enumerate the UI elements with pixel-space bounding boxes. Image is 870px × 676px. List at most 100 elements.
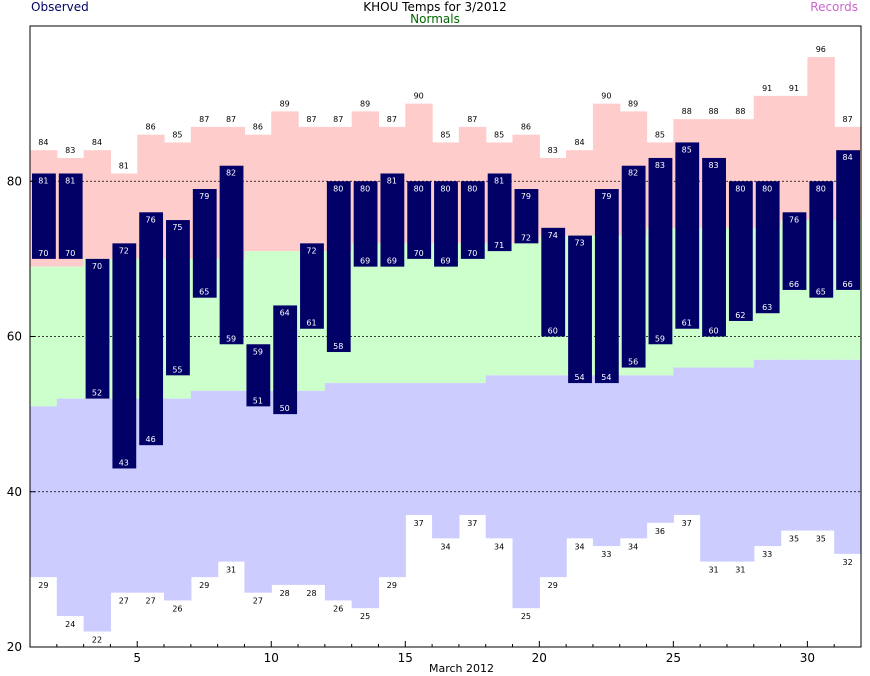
record-low-label: 28 bbox=[306, 589, 316, 598]
observed-bar bbox=[809, 181, 834, 298]
observed-bar bbox=[836, 150, 860, 290]
record-high-band bbox=[244, 134, 272, 252]
y-tick-label: 60 bbox=[7, 330, 22, 344]
observed-high-label: 80 bbox=[762, 184, 772, 193]
record-high-band bbox=[83, 150, 112, 259]
observed-low-label: 59 bbox=[226, 334, 236, 343]
observed-bar bbox=[568, 235, 592, 384]
record-high-label: 96 bbox=[816, 45, 826, 54]
record-low-label: 37 bbox=[467, 519, 477, 528]
record-low-band bbox=[458, 383, 487, 516]
observed-high-label: 85 bbox=[682, 145, 692, 154]
observed-low-label: 52 bbox=[92, 389, 102, 398]
record-low-label: 36 bbox=[655, 527, 665, 536]
record-low-label: 34 bbox=[440, 542, 450, 551]
record-low-band bbox=[271, 390, 299, 585]
observed-high-label: 64 bbox=[280, 308, 290, 317]
record-high-label: 86 bbox=[146, 123, 156, 132]
record-low-band bbox=[673, 367, 701, 516]
record-low-label: 37 bbox=[414, 519, 424, 528]
record-high-label: 87 bbox=[333, 115, 343, 124]
observed-bar bbox=[541, 227, 566, 337]
record-high-label: 85 bbox=[172, 130, 182, 139]
chart-title: KHOU Temps for 3/2012 bbox=[363, 0, 507, 14]
record-low-label: 27 bbox=[146, 597, 156, 606]
record-low-label: 35 bbox=[816, 535, 826, 544]
record-low-label: 22 bbox=[92, 635, 102, 644]
x-tick-label: 10 bbox=[264, 651, 279, 665]
x-axis-label: March 2012 bbox=[429, 662, 494, 675]
observed-bar bbox=[353, 181, 378, 267]
observed-high-label: 80 bbox=[333, 184, 343, 193]
record-low-label: 29 bbox=[387, 581, 397, 590]
observed-bar bbox=[380, 173, 405, 267]
observed-bar bbox=[300, 243, 324, 329]
observed-bar bbox=[407, 181, 432, 259]
record-low-band bbox=[405, 383, 433, 516]
record-low-band bbox=[619, 375, 648, 539]
observed-bar bbox=[32, 173, 56, 259]
observed-low-label: 65 bbox=[816, 288, 826, 297]
record-low-band bbox=[807, 359, 835, 531]
record-low-label: 29 bbox=[38, 581, 48, 590]
record-high-label: 86 bbox=[253, 123, 263, 132]
observed-high-label: 72 bbox=[119, 246, 129, 255]
observed-high-label: 80 bbox=[467, 184, 477, 193]
observed-low-label: 66 bbox=[843, 280, 853, 289]
observed-bar bbox=[166, 220, 190, 376]
record-low-band bbox=[217, 390, 246, 562]
observed-bar bbox=[648, 157, 673, 345]
record-high-label: 84 bbox=[38, 138, 48, 147]
observed-low-label: 70 bbox=[467, 249, 477, 258]
observed-high-label: 75 bbox=[172, 223, 182, 232]
record-low-band bbox=[834, 359, 862, 554]
observed-bar bbox=[487, 173, 512, 252]
normal-range-band bbox=[485, 243, 514, 376]
record-high-label: 86 bbox=[521, 123, 531, 132]
record-low-label: 34 bbox=[494, 542, 504, 551]
record-low-label: 29 bbox=[548, 581, 558, 590]
observed-high-label: 81 bbox=[65, 176, 75, 185]
observed-bar bbox=[112, 243, 137, 469]
record-high-label: 90 bbox=[601, 92, 611, 101]
record-high-label: 90 bbox=[414, 92, 424, 101]
record-low-label: 25 bbox=[360, 612, 370, 621]
record-high-label: 85 bbox=[440, 130, 450, 139]
record-low-label: 34 bbox=[628, 542, 638, 551]
observed-high-label: 84 bbox=[843, 153, 853, 162]
observed-low-label: 69 bbox=[360, 257, 370, 266]
record-low-band bbox=[432, 383, 460, 539]
observed-high-label: 80 bbox=[440, 184, 450, 193]
record-low-band bbox=[190, 390, 219, 578]
record-low-label: 26 bbox=[172, 604, 182, 613]
observed-bar bbox=[514, 189, 539, 244]
record-low-band bbox=[164, 398, 192, 601]
record-high-label: 85 bbox=[494, 130, 504, 139]
record-low-label: 28 bbox=[280, 589, 290, 598]
y-tick-label: 80 bbox=[7, 174, 22, 188]
record-low-band bbox=[780, 359, 808, 531]
x-tick-label: 5 bbox=[133, 651, 141, 665]
observed-low-label: 61 bbox=[682, 319, 692, 328]
observed-bar bbox=[594, 189, 619, 384]
records-legend-label: Records bbox=[810, 0, 858, 14]
record-low-label: 33 bbox=[601, 550, 611, 559]
observed-low-label: 70 bbox=[414, 249, 424, 258]
observed-high-label: 80 bbox=[735, 184, 745, 193]
x-tick-label: 25 bbox=[666, 651, 681, 665]
observed-high-label: 80 bbox=[816, 184, 826, 193]
observed-bar bbox=[139, 212, 164, 446]
record-high-label: 91 bbox=[762, 84, 772, 93]
observed-low-label: 62 bbox=[735, 311, 745, 320]
observed-high-label: 82 bbox=[628, 169, 638, 178]
observed-low-label: 46 bbox=[146, 435, 156, 444]
record-low-band bbox=[485, 375, 514, 539]
x-tick-label: 20 bbox=[532, 651, 547, 665]
record-high-label: 87 bbox=[843, 115, 853, 124]
observed-high-label: 76 bbox=[146, 215, 156, 224]
record-low-band bbox=[726, 367, 755, 562]
record-low-label: 35 bbox=[789, 535, 799, 544]
observed-low-label: 51 bbox=[253, 396, 263, 405]
observed-high-label: 79 bbox=[521, 192, 531, 201]
